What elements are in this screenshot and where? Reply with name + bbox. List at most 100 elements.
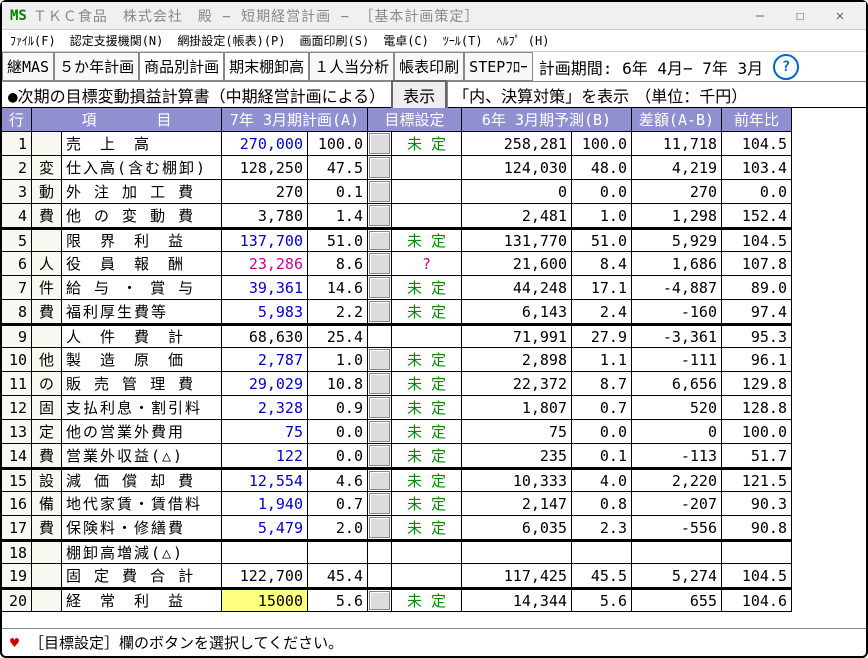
goal-button[interactable] xyxy=(369,493,390,514)
tab-perperson[interactable]: １人当分析 xyxy=(309,52,394,81)
goal-button[interactable] xyxy=(369,373,390,394)
goal-button[interactable] xyxy=(369,253,390,274)
goal-status xyxy=(392,324,462,348)
diff-value: -4,887 xyxy=(632,276,722,300)
goal-button[interactable] xyxy=(369,591,390,610)
row-item: 売 上 高 xyxy=(62,132,222,156)
col-goal: 目標設定 xyxy=(368,108,462,132)
row-item: 外 注 加 工 費 xyxy=(62,180,222,204)
ratio-value: 103.4 xyxy=(722,156,792,180)
row-num: 11 xyxy=(2,372,32,396)
goal-button[interactable] xyxy=(369,231,390,250)
col-row: 行 xyxy=(2,108,32,132)
row-cat: 件 xyxy=(32,276,62,300)
row-item: 支払利息・割引料 xyxy=(62,396,222,420)
goal-status: 未 定 xyxy=(392,516,462,540)
row-num: 14 xyxy=(2,444,32,468)
goal-button[interactable] xyxy=(369,349,390,370)
goal-status: ? xyxy=(392,252,462,276)
plan-pct: 10.8 xyxy=(308,372,368,396)
ratio-value: 0.0 xyxy=(722,180,792,204)
forecast-pct: 51.0 xyxy=(572,228,632,252)
plan-value: 2,328 xyxy=(222,396,308,420)
plan-pct: 14.6 xyxy=(308,276,368,300)
goal-button[interactable] xyxy=(369,517,390,538)
goal-status: 未 定 xyxy=(392,132,462,156)
ratio-value: 152.4 xyxy=(722,204,792,228)
display-button[interactable]: 表示 xyxy=(391,80,447,110)
forecast-value: 131,770 xyxy=(462,228,572,252)
goal-button-cell xyxy=(368,228,392,252)
menu-shade[interactable]: 網掛設定(帳表)(P) xyxy=(177,32,285,49)
row-num: 18 xyxy=(2,540,32,564)
tab-print[interactable]: 帳表印刷 xyxy=(394,52,464,81)
ratio-value: 100.0 xyxy=(722,420,792,444)
subheader-note: 「内、決算対策」を表示 xyxy=(453,83,629,107)
maximize-button[interactable]: ☐ xyxy=(782,5,818,27)
plan-pct: 1.0 xyxy=(308,348,368,372)
help-icon[interactable]: ? xyxy=(773,54,799,80)
toolbar: 継MAS ５か年計画 商品別計画 期末棚卸高 １人当分析 帳表印刷 STEPﾌﾛ… xyxy=(2,52,866,82)
row-cat: 定 xyxy=(32,420,62,444)
menu-print[interactable]: 画面印刷(S) xyxy=(300,32,370,49)
close-button[interactable]: ✕ xyxy=(822,5,858,27)
forecast-value: 2,898 xyxy=(462,348,572,372)
row-cat: 設 xyxy=(32,468,62,492)
plan-pct: 8.6 xyxy=(308,252,368,276)
forecast-pct: 1.1 xyxy=(572,348,632,372)
plan-value: 122,700 xyxy=(222,564,308,588)
goal-button[interactable] xyxy=(369,205,390,226)
goal-button-cell xyxy=(368,324,392,348)
row-item: 販 売 管 理 費 xyxy=(62,372,222,396)
plan-pct: 47.5 xyxy=(308,156,368,180)
diff-value: 6,656 xyxy=(632,372,722,396)
menu-tool[interactable]: ﾂｰﾙ(T) xyxy=(443,32,483,49)
plan-value: 3,780 xyxy=(222,204,308,228)
ratio-value: 51.7 xyxy=(722,444,792,468)
minimize-button[interactable]: ― xyxy=(742,5,778,27)
goal-status: 未 定 xyxy=(392,372,462,396)
forecast-value: 6,035 xyxy=(462,516,572,540)
goal-button[interactable] xyxy=(369,397,390,418)
row-num: 7 xyxy=(2,276,32,300)
tab-stepflow[interactable]: STEPﾌﾛｰ xyxy=(464,52,533,81)
goal-button[interactable] xyxy=(369,301,390,322)
goal-button[interactable] xyxy=(369,421,390,442)
row-num: 9 xyxy=(2,324,32,348)
menu-support[interactable]: 認定支援機関(N) xyxy=(70,32,164,49)
goal-status: 未 定 xyxy=(392,420,462,444)
menu-help[interactable]: ﾍﾙﾌﾟ (H) xyxy=(497,32,550,49)
menu-calc[interactable]: 電卓(C) xyxy=(383,32,429,49)
goal-button[interactable] xyxy=(369,471,390,490)
forecast-value: 258,281 xyxy=(462,132,572,156)
forecast-value: 71,991 xyxy=(462,324,572,348)
ratio-value: 104.6 xyxy=(722,588,792,612)
goal-button[interactable] xyxy=(369,133,390,154)
diff-value: -113 xyxy=(632,444,722,468)
row-cat: 費 xyxy=(32,204,62,228)
goal-status: 未 定 xyxy=(392,276,462,300)
goal-button[interactable] xyxy=(369,445,390,466)
goal-button[interactable] xyxy=(369,277,390,298)
goal-button[interactable] xyxy=(369,181,390,202)
tab-inventory[interactable]: 期末棚卸高 xyxy=(224,52,309,81)
plan-pct: 4.6 xyxy=(308,468,368,492)
tab-5year[interactable]: ５か年計画 xyxy=(54,52,139,81)
row-num: 17 xyxy=(2,516,32,540)
row-cat: の xyxy=(32,372,62,396)
col-diff: 差額(A-B) xyxy=(632,108,722,132)
row-cat: 固 xyxy=(32,396,62,420)
goal-status: 未 定 xyxy=(392,348,462,372)
goal-button-cell xyxy=(368,540,392,564)
ratio-value: 104.5 xyxy=(722,564,792,588)
forecast-pct xyxy=(572,540,632,564)
menu-file[interactable]: ﾌｧｲﾙ(F) xyxy=(10,32,56,49)
goal-button[interactable] xyxy=(369,157,390,178)
row-num: 15 xyxy=(2,468,32,492)
diff-value: -111 xyxy=(632,348,722,372)
tab-product[interactable]: 商品別計画 xyxy=(139,52,224,81)
menubar: ﾌｧｲﾙ(F) 認定支援機関(N) 網掛設定(帳表)(P) 画面印刷(S) 電卓… xyxy=(2,30,866,52)
tab-mas[interactable]: 継MAS xyxy=(2,52,54,81)
ratio-value: 104.5 xyxy=(722,228,792,252)
ratio-value: 129.8 xyxy=(722,372,792,396)
